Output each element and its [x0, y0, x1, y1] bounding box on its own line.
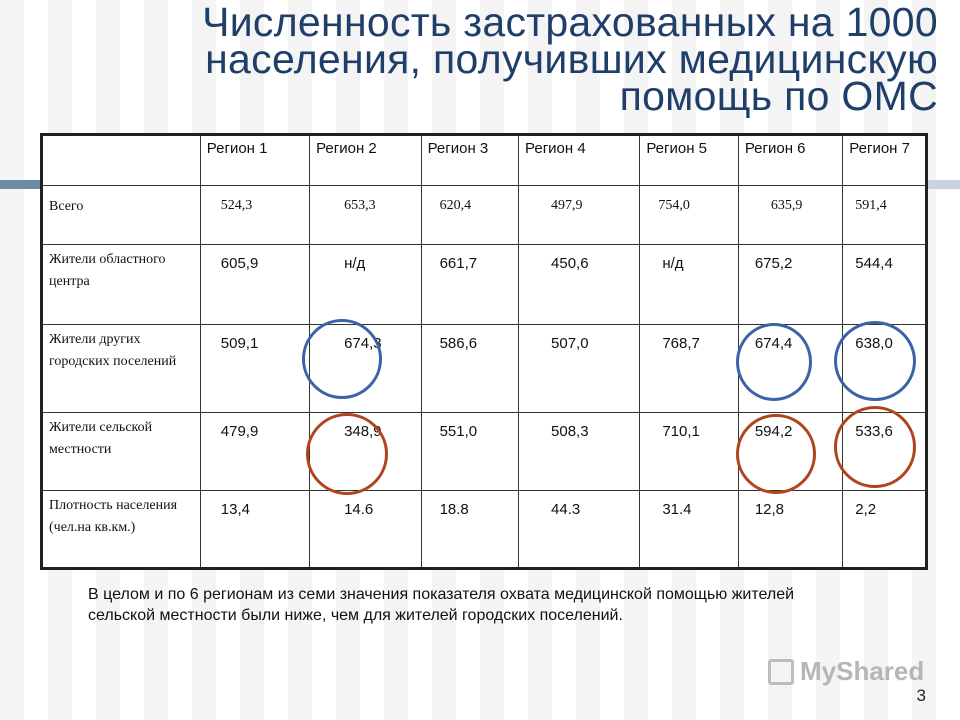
table-cell: 509,1 — [199, 324, 311, 413]
table-cell: 2,2 — [842, 490, 927, 569]
table-cell: 768,7 — [639, 324, 739, 413]
table-cell: 544,4 — [842, 244, 927, 325]
table-cell: н/д — [309, 244, 422, 325]
table-cell: 710,1 — [639, 412, 739, 491]
table-cell: 586,6 — [420, 324, 520, 413]
table-cell: 594,2 — [737, 412, 844, 491]
table-cell: 18.8 — [420, 490, 520, 569]
summary-note: В целом и по 6 регионам из семи значения… — [88, 586, 795, 624]
table-cell: н/д — [639, 244, 739, 325]
table-cell: 674,4 — [737, 324, 844, 413]
header-region-4: Регион 4 — [518, 134, 641, 186]
header-region-2: Регион 2 — [309, 134, 422, 186]
table-cell: 507,0 — [518, 324, 641, 413]
row-label: Жители сельской местности — [41, 412, 201, 491]
title-line-2: населения, получивших медицинскую — [205, 36, 938, 82]
table-cell: 12,8 — [737, 490, 844, 569]
table-header-row: Регион 1 Регион 2 Регион 3 Регион 4 Реги… — [41, 134, 927, 186]
row-label: Всего — [41, 185, 201, 245]
table-cell: 605,9 — [199, 244, 311, 325]
accent-bar-left — [0, 180, 40, 189]
watermark-text: MyShared — [800, 656, 925, 686]
table-cell: 533,6 — [842, 412, 927, 491]
table-cell: 638,0 — [842, 324, 927, 413]
table-cell: 635,9 — [737, 185, 844, 245]
header-region-3: Регион 3 — [420, 134, 520, 186]
row-label: Плотность населения (чел.на кв.км.) — [41, 490, 201, 569]
table-cell: 508,3 — [518, 412, 641, 491]
table-cell: 675,2 — [737, 244, 844, 325]
title-line-1: Численность застрахованных на 1000 — [202, 0, 938, 45]
header-region-6: Регион 6 — [737, 134, 844, 186]
table-row: Жители областного центра 605,9 н/д 661,7… — [41, 244, 927, 325]
table-cell: 674,3 — [309, 324, 422, 413]
table-cell: 620,4 — [420, 185, 520, 245]
table-cell: 661,7 — [420, 244, 520, 325]
table-row: Жители сельской местности 479,9 348,9 55… — [41, 412, 927, 491]
table-cell: 31.4 — [639, 490, 739, 569]
table-cell: 551,0 — [420, 412, 520, 491]
row-label: Жители областного центра — [41, 244, 201, 325]
table-cell: 653,3 — [309, 185, 422, 245]
table-cell: 13,4 — [199, 490, 311, 569]
table-cell: 479,9 — [199, 412, 311, 491]
header-region-7: Регион 7 — [842, 134, 927, 186]
table-cell: 348,9 — [309, 412, 422, 491]
watermark-logo-icon — [768, 658, 794, 685]
table-row: Всего 524,3 653,3 620,4 497,9 754,0 635,… — [41, 185, 927, 245]
watermark: MyShared — [768, 656, 924, 687]
table-cell: 524,3 — [199, 185, 311, 245]
title-line-3: помощь по ОМС — [619, 73, 938, 119]
slide-title: Численность застрахованных на 1000 насел… — [38, 0, 938, 119]
table-row: Плотность населения (чел.на кв.км.) 13,4… — [41, 490, 927, 569]
header-region-5: Регион 5 — [639, 134, 739, 186]
table-cell: 591,4 — [842, 185, 927, 245]
table-cell: 754,0 — [639, 185, 739, 245]
table-cell: 14.6 — [309, 490, 422, 569]
table-cell: 497,9 — [518, 185, 641, 245]
table-cell: 44.3 — [518, 490, 641, 569]
table-row: Жители других городских поселений 509,1 … — [41, 324, 927, 413]
page-number: 3 — [916, 686, 926, 705]
header-cell-empty — [41, 134, 201, 186]
header-region-1: Регион 1 — [199, 134, 311, 186]
data-table: Регион 1 Регион 2 Регион 3 Регион 4 Реги… — [40, 133, 928, 570]
table-cell: 450,6 — [518, 244, 641, 325]
row-label: Жители других городских поселений — [41, 324, 201, 413]
